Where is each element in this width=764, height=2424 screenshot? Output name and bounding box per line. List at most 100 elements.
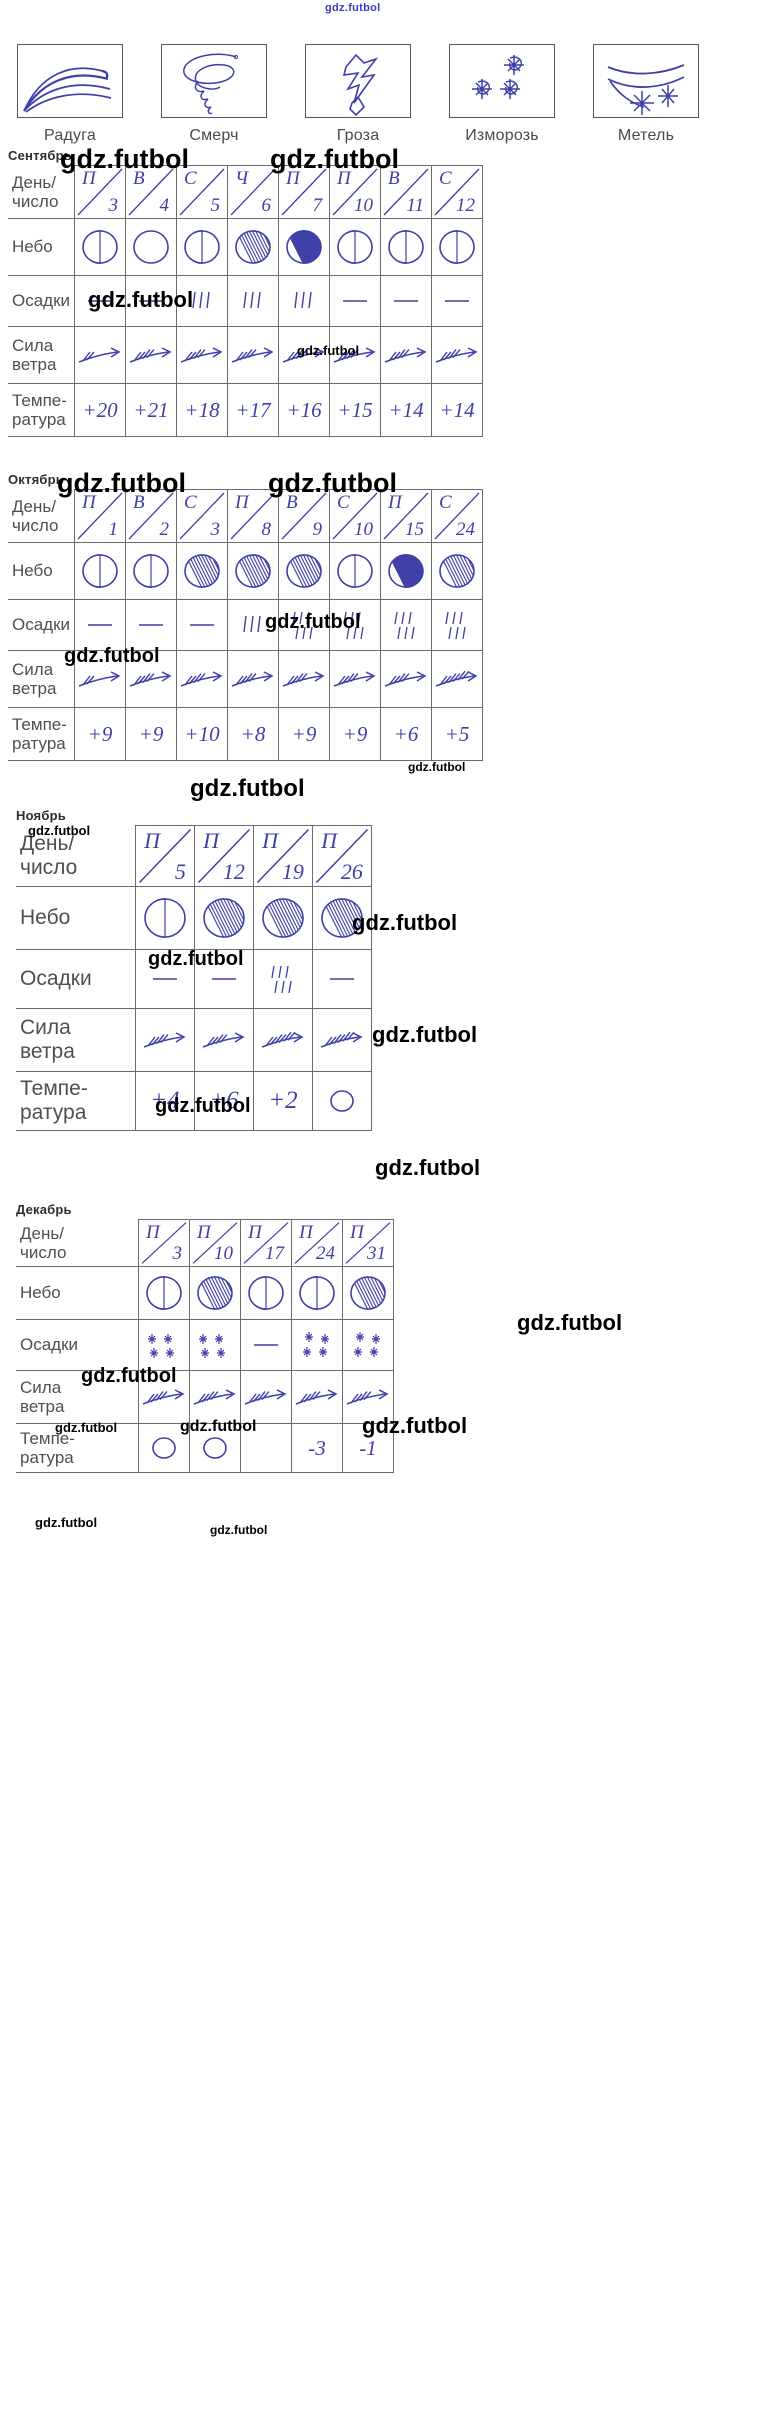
table-row-wind: Сила ветра — [8, 650, 483, 708]
cell-sky — [278, 542, 330, 600]
cell-wind — [125, 650, 177, 708]
cell-temp: +10 — [176, 707, 228, 761]
month-title: Сентябрь — [8, 148, 72, 163]
wind-arrow — [241, 1382, 291, 1412]
cell-wind — [176, 650, 228, 708]
day-number: 10 — [214, 1243, 233, 1265]
cell-day: П 15 — [380, 489, 432, 543]
table-row-wind: Сила ветра — [8, 326, 483, 384]
row-label-line1: День/ — [20, 1223, 64, 1243]
cell-precip — [329, 599, 381, 651]
row-label-line1: Сила — [20, 1016, 71, 1040]
temperature-value: +8 — [240, 721, 266, 746]
cell-precip — [431, 599, 483, 651]
sky-symbol-hatch — [313, 895, 371, 941]
weather-legend: Радуга Смерч Гроза — [8, 44, 760, 145]
temperature-value: +5 — [444, 721, 470, 746]
temperature-value: +10 — [184, 721, 220, 746]
day-number: 9 — [312, 518, 323, 540]
cell-wind — [189, 1370, 241, 1424]
cell-temp: +14 — [431, 383, 483, 437]
cell-day: П 17 — [240, 1219, 292, 1267]
cell-sky — [227, 542, 279, 600]
cell-day: В 11 — [380, 165, 432, 219]
cell-wind — [125, 326, 177, 384]
cell-wind — [329, 650, 381, 708]
watermark-text: gdz.futbol — [190, 775, 305, 802]
table-row-sky: Небо — [8, 218, 483, 276]
cell-precip — [176, 599, 228, 651]
cell-sky — [227, 218, 279, 276]
cell-temp: +4 — [135, 1071, 195, 1131]
table-row-temp: Темпе-ратура +4 +6 +2 — [16, 1071, 372, 1131]
precip-symbol-rain3 — [228, 284, 278, 318]
cell-day: П 10 — [329, 165, 381, 219]
day-number: 3 — [108, 194, 119, 216]
row-label-wind: Сила ветра — [16, 1370, 139, 1424]
precip-symbol-dash — [381, 284, 431, 318]
temperature-value: +14 — [439, 397, 475, 422]
day-of-week: П — [262, 828, 278, 854]
cell-precip — [278, 599, 330, 651]
day-number: 11 — [406, 194, 424, 216]
cell-sky — [189, 1266, 241, 1320]
wind-arrow — [177, 340, 227, 370]
table-row-precip: Осадки — [8, 599, 483, 651]
cell-sky — [74, 218, 126, 276]
day-number: 24 — [456, 518, 475, 540]
sky-symbol-half — [330, 551, 380, 591]
cell-sky — [380, 218, 432, 276]
wind-arrow — [228, 340, 278, 370]
cell-sky — [240, 1266, 292, 1320]
precip-symbol-rain3 — [279, 284, 329, 318]
cell-wind — [138, 1370, 190, 1424]
temperature-value: -1 — [359, 1435, 377, 1460]
sky-symbol-half — [292, 1273, 342, 1313]
sky-symbol-hatch — [343, 1273, 393, 1313]
row-label-line2: ветра — [12, 679, 57, 698]
cell-precip — [227, 275, 279, 327]
row-label-day: День/число — [16, 825, 136, 887]
sky-symbol-hatch — [432, 551, 482, 591]
table-row-wind: Сила ветра — [16, 1370, 394, 1424]
wind-arrow — [279, 340, 329, 370]
temperature-value: +9 — [291, 721, 317, 746]
day-number: 26 — [340, 858, 363, 884]
cell-sky — [253, 886, 313, 950]
wind-arrow — [432, 340, 482, 370]
precip-symbol-snow2 — [139, 1328, 189, 1362]
cell-wind — [74, 326, 126, 384]
row-label-line1: Сила — [12, 335, 54, 355]
cell-sky — [329, 218, 381, 276]
lightning-icon — [305, 44, 411, 118]
temperature-value: +6 — [393, 721, 419, 746]
table-row-precip: Осадки — [16, 949, 372, 1009]
table-row-sky: Небо — [16, 886, 372, 950]
cell-wind — [227, 650, 279, 708]
cell-precip — [176, 275, 228, 327]
precip-symbol-snow2 — [190, 1328, 240, 1362]
day-of-week: П — [203, 828, 219, 854]
day-number: 5 — [210, 194, 221, 216]
sky-symbol-half — [136, 895, 194, 941]
day-number: 3 — [210, 518, 221, 540]
row-label-precip: Осадки — [16, 949, 136, 1009]
legend-label: Метель — [617, 127, 675, 144]
watermark-text: gdz.futbol — [408, 760, 466, 774]
cell-temp: +9 — [329, 707, 381, 761]
temperature-value: -3 — [308, 1435, 326, 1460]
wind-arrow — [313, 1025, 371, 1055]
cell-precip — [342, 1319, 394, 1371]
cell-sky — [278, 218, 330, 276]
row-label-wind: Сила ветра — [8, 326, 75, 384]
day-of-week: П — [144, 828, 160, 854]
day-number: 7 — [312, 194, 323, 216]
day-of-week: В — [133, 168, 145, 190]
cell-temp: +9 — [74, 707, 126, 761]
